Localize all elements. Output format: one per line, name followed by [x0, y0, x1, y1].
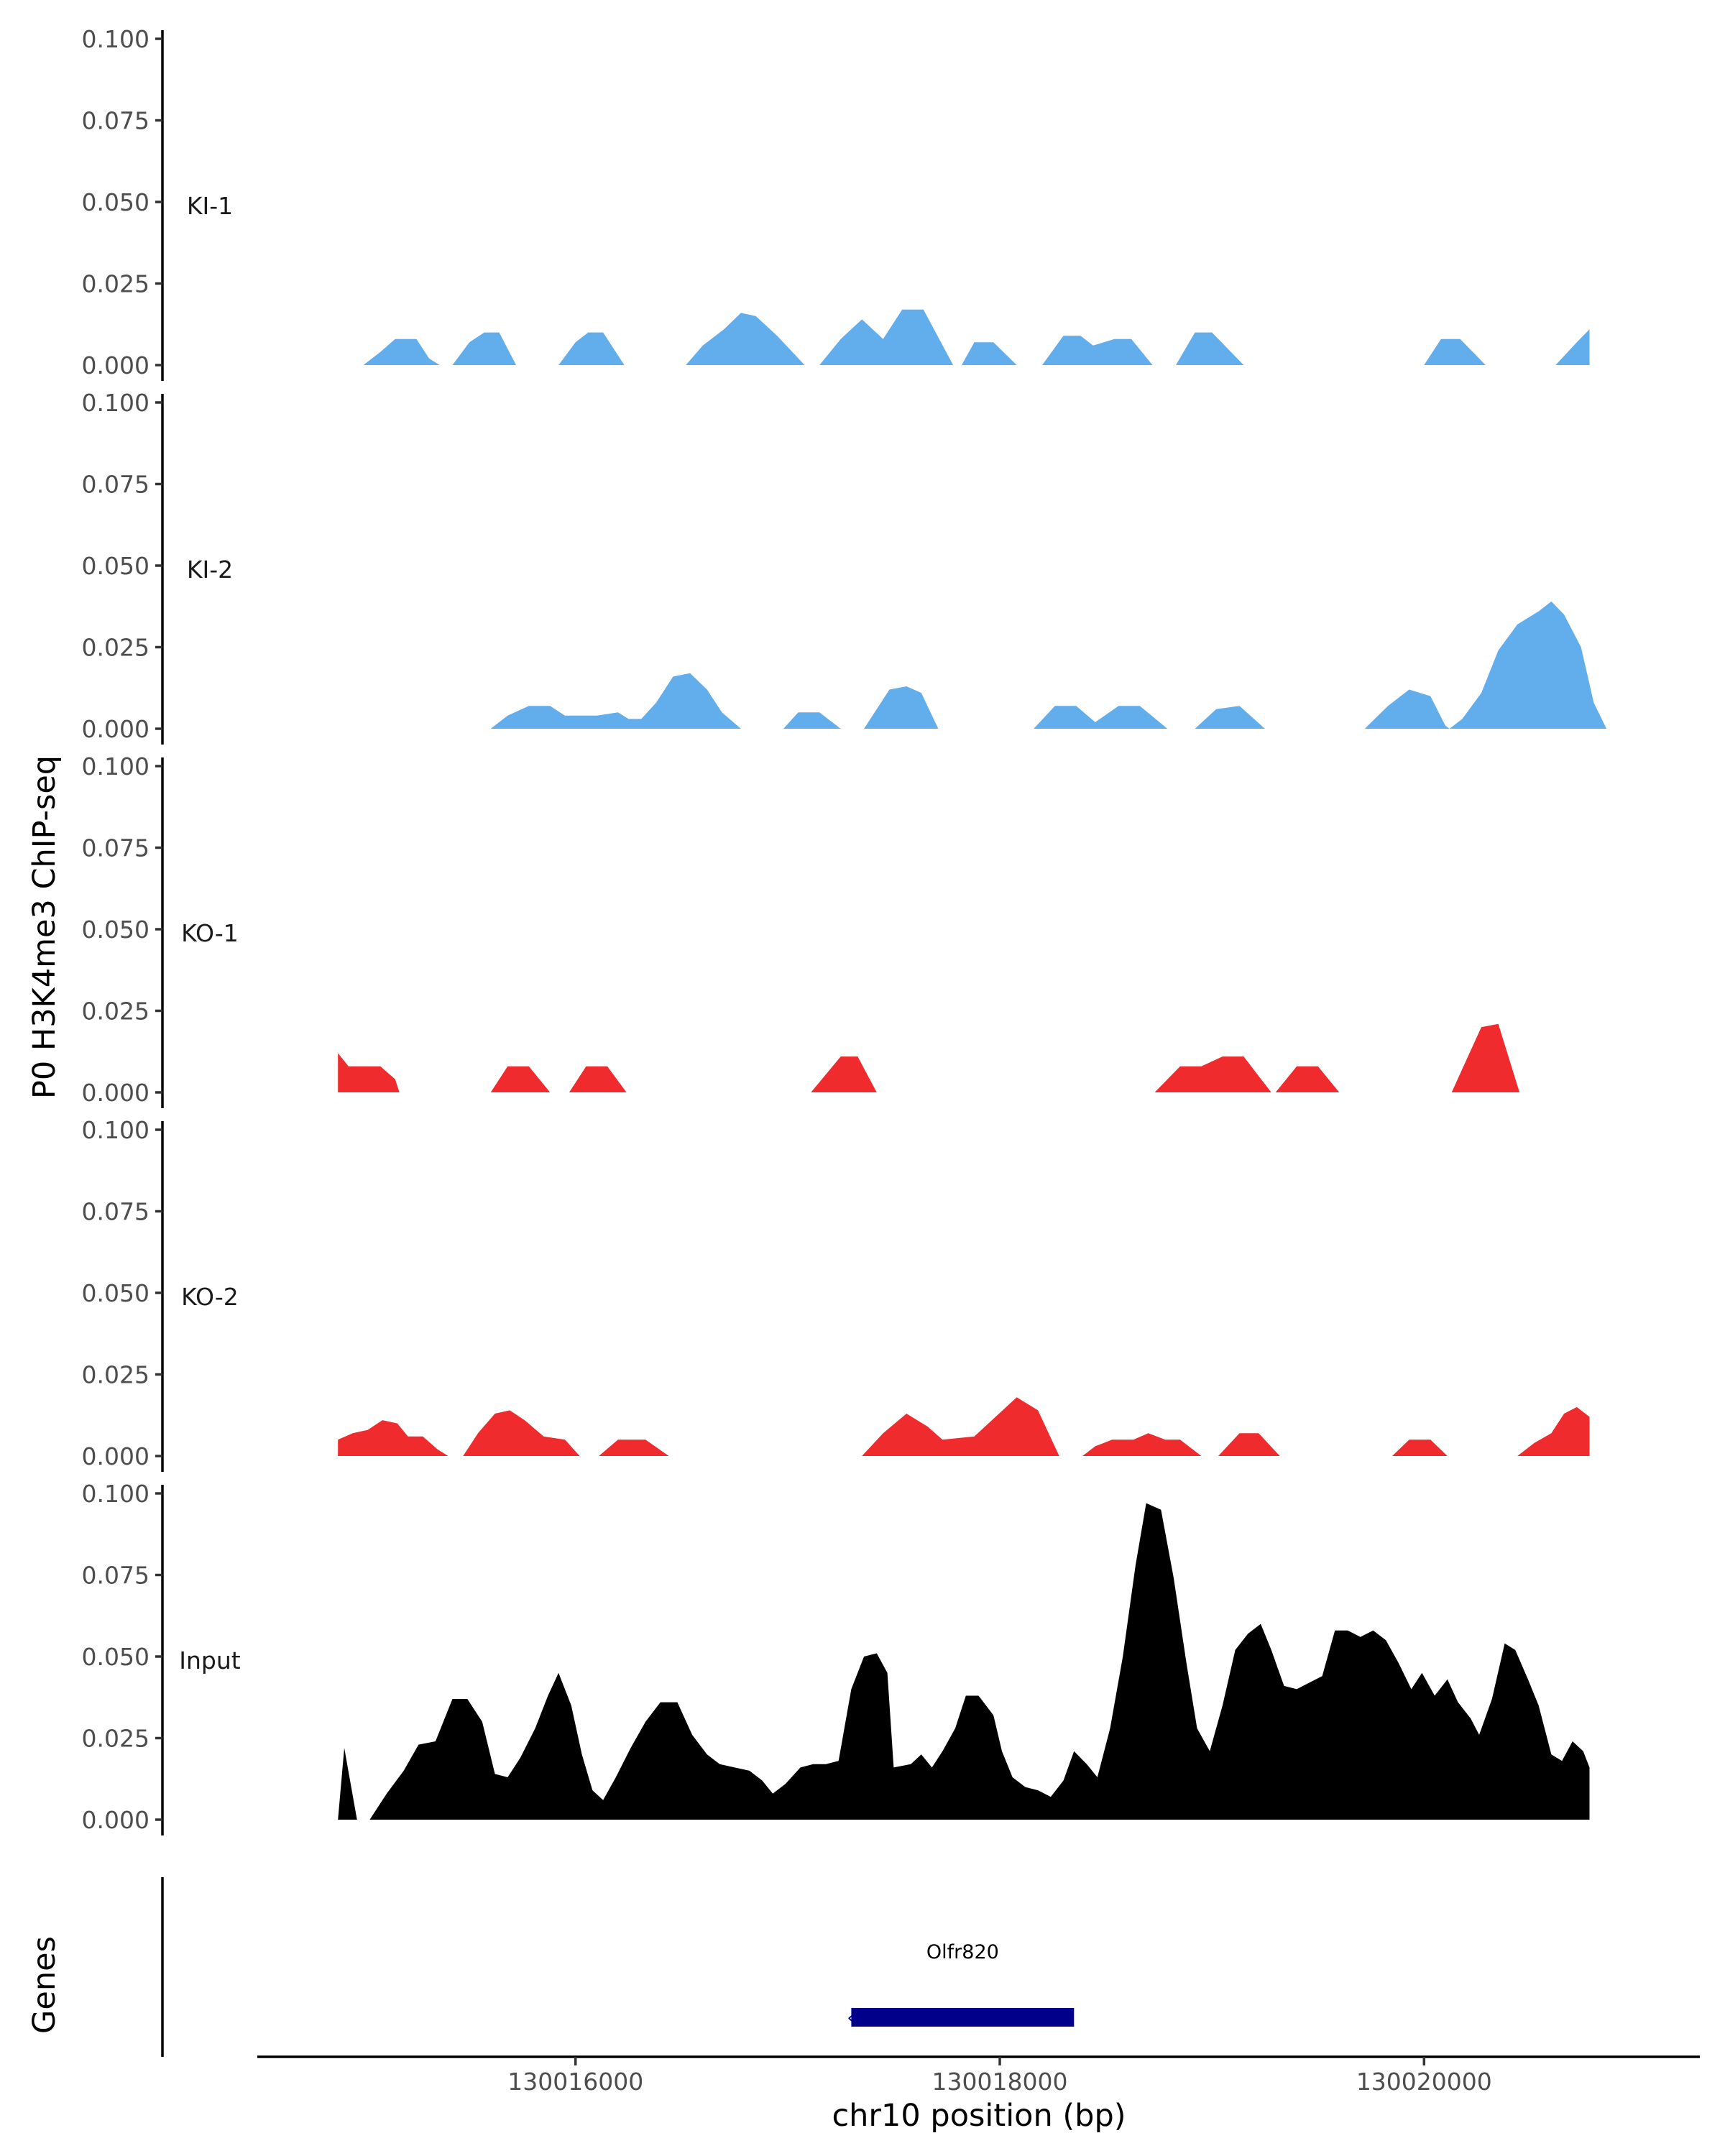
- strand-arrow-icon: ‹: [847, 2007, 854, 2029]
- x-tick-label: 130018000: [932, 2068, 1068, 2096]
- gene-body: [851, 2008, 1075, 2027]
- y-tick-label: 0.075: [82, 1198, 150, 1226]
- track-label-ki-1: KI-1: [187, 192, 233, 220]
- gene-olfr820: ‹ Olfr820: [847, 1941, 1075, 2029]
- track-panel-ko-1: 0.000 0.025 0.050 0.075 0.100 KO-1: [82, 752, 1520, 1108]
- y-tick-label: 0.050: [82, 916, 150, 944]
- gene-label: Olfr820: [926, 1941, 999, 1963]
- y-tick-label: 0.025: [82, 1725, 150, 1753]
- y-axis-title: P0 H3K4me3 ChIP-seq: [27, 755, 63, 1099]
- track-label-input: Input: [179, 1646, 241, 1674]
- track-panel-ko-2: 0.000 0.025 0.050 0.075 0.100 KO-2: [82, 1116, 1590, 1472]
- y-tick-label: 0.075: [82, 471, 150, 499]
- y-tick-label: 0.050: [82, 1279, 150, 1307]
- gene-track: ‹ Olfr820: [161, 1877, 1075, 2057]
- signal-area-ko-2: [338, 1397, 1590, 1456]
- signal-area-ko-1: [338, 1023, 1520, 1092]
- x-axis: 130016000 130018000 130020000: [257, 2055, 1700, 2096]
- signal-area-input: [338, 1503, 1590, 1820]
- y-tick-label: 0.025: [82, 270, 150, 298]
- y-tick-label: 0.075: [82, 107, 150, 135]
- signal-area-ki-2: [490, 601, 1607, 729]
- signal-tracks: 0.0000.0250.0500.0750.100KI-10.0000.0250…: [82, 25, 1607, 1835]
- y-tick-label: 0.100: [82, 25, 150, 53]
- gene-track-title: Genes: [27, 1936, 63, 2034]
- y-tick-label: 0.075: [82, 834, 150, 862]
- y-tick-label: 0.000: [82, 351, 150, 379]
- x-tick-label: 130016000: [507, 2068, 643, 2096]
- y-tick-label: 0.000: [82, 1806, 150, 1834]
- y-tick-label: 0.025: [82, 1361, 150, 1389]
- y-tick-label: 0.100: [82, 1480, 150, 1508]
- track-panel-input: 0.000 0.025 0.050 0.075 0.100 Input: [82, 1480, 1590, 1835]
- y-tick-label: 0.000: [82, 1079, 150, 1107]
- y-tick-label: 0.075: [82, 1562, 150, 1590]
- y-tick-label: 0.100: [82, 752, 150, 780]
- y-tick-label: 0.100: [82, 389, 150, 417]
- y-tick-label: 0.000: [82, 715, 150, 743]
- track-label-ki-2: KI-2: [187, 556, 233, 584]
- track-label-ko-1: KO-1: [181, 919, 239, 947]
- y-tick-label: 0.000: [82, 1442, 150, 1470]
- track-panel-ki-2: 0.000 0.025 0.050 0.075 0.100 KI-2: [82, 389, 1607, 745]
- y-tick-label: 0.050: [82, 552, 150, 580]
- y-tick-label: 0.025: [82, 634, 150, 662]
- y-tick-label: 0.025: [82, 998, 150, 1026]
- y-tick-label: 0.050: [82, 1643, 150, 1671]
- track-label-ko-2: KO-2: [181, 1283, 239, 1311]
- y-tick-label: 0.100: [82, 1116, 150, 1144]
- signal-area-ki-1: [363, 309, 1590, 365]
- y-tick-label: 0.050: [82, 188, 150, 216]
- x-axis-title: chr10 position (bp): [832, 2098, 1126, 2134]
- track-panel-ki-1: 0.000 0.025 0.050 0.075 0.100 KI-1: [82, 25, 1590, 381]
- x-tick-label: 130020000: [1356, 2068, 1492, 2096]
